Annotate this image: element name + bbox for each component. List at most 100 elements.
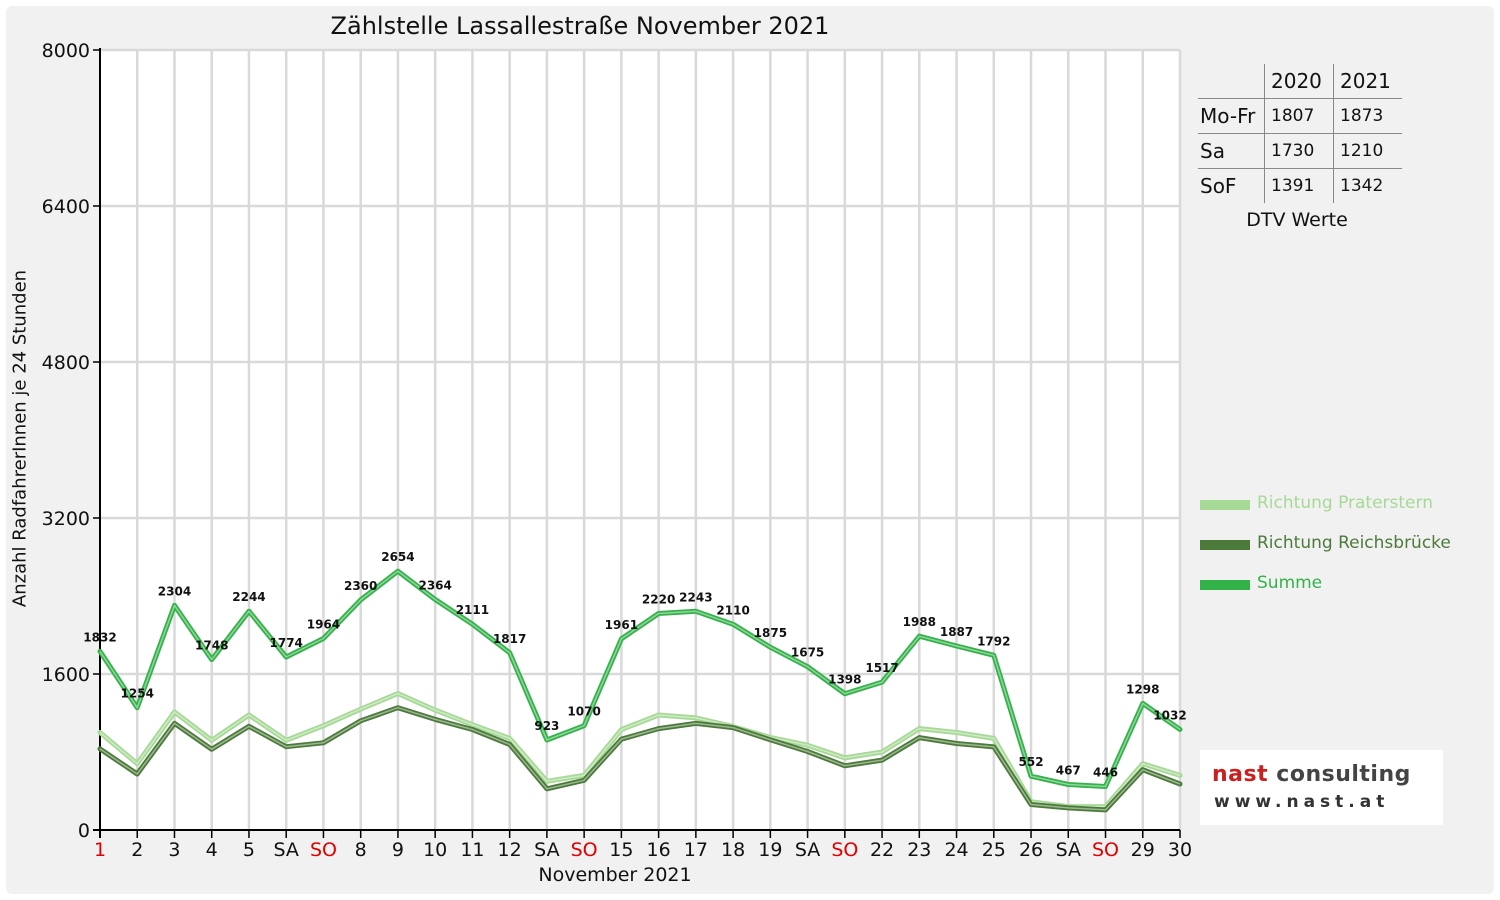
y-tick-label: 6400 — [42, 196, 90, 218]
x-tick-label: 15 — [609, 839, 633, 861]
data-label: 1875 — [754, 626, 787, 640]
data-label: 1298 — [1126, 682, 1159, 696]
data-label: 923 — [534, 719, 559, 733]
data-label: 1988 — [903, 615, 936, 629]
dtv-caption: DTV Werte — [1246, 209, 1348, 231]
x-tick-label: 1 — [94, 839, 106, 861]
legend-swatch-reichsbruecke — [1200, 540, 1250, 550]
data-label: 1832 — [83, 630, 116, 644]
dtv-row-label: Mo-Fr — [1198, 98, 1265, 134]
y-axis-label: Anzahl RadfahrerInnen je 24 Stunden — [9, 269, 31, 608]
data-label: 2243 — [679, 590, 712, 604]
dtv-cell: 1873 — [1333, 98, 1402, 134]
x-tick-label: SA — [1056, 839, 1081, 861]
data-label: 2220 — [642, 593, 675, 607]
y-tick-label: 0 — [78, 820, 90, 842]
x-tick-label: 11 — [460, 839, 484, 861]
x-tick-label: 17 — [684, 839, 708, 861]
dtv-row-sof: SoF 1391 1342 — [1198, 168, 1402, 203]
series-line-highlight — [99, 692, 1181, 808]
dtv-row-mofr: Mo-Fr 1807 1873 — [1198, 98, 1402, 134]
series-line-highlight — [99, 570, 1181, 788]
data-label: 1675 — [791, 646, 824, 660]
dtv-cell: 1342 — [1333, 168, 1402, 203]
x-tick-label: 12 — [498, 839, 522, 861]
y-tick-label: 3200 — [42, 508, 90, 530]
data-label: 1792 — [977, 634, 1010, 648]
dtv-cell: 1210 — [1333, 133, 1402, 169]
legend-label-praterstern: Richtung Praterstern — [1257, 493, 1433, 513]
x-tick-label: 29 — [1131, 839, 1155, 861]
dtv-header-2020: 2020 — [1264, 64, 1334, 99]
x-tick-label: SA — [534, 839, 559, 861]
dtv-table: 2020 2021 Mo-Fr 1807 1873 Sa 1730 1210 S… — [1198, 64, 1402, 203]
x-tick-label: 9 — [392, 839, 404, 861]
data-label: 2304 — [158, 584, 191, 598]
y-tick-label: 8000 — [42, 40, 90, 62]
x-tick-label: SO — [831, 839, 858, 861]
plot-area — [100, 50, 1180, 830]
dtv-row-label: SoF — [1198, 168, 1265, 203]
data-label: 1748 — [195, 639, 228, 653]
x-tick-label: 25 — [982, 839, 1006, 861]
data-label: 2360 — [344, 579, 377, 593]
x-tick-label: SA — [273, 839, 298, 861]
x-tick-label: 16 — [647, 839, 671, 861]
data-label: 1817 — [493, 632, 526, 646]
x-tick-label: 10 — [423, 839, 447, 861]
logo-word-consulting: consulting — [1268, 762, 1411, 787]
y-tick-label: 1600 — [42, 664, 90, 686]
dtv-cell: 1391 — [1264, 168, 1334, 203]
y-tick-label: 4800 — [42, 352, 90, 374]
legend-label-summe: Summe — [1257, 573, 1323, 593]
x-tick-label: 23 — [907, 839, 931, 861]
x-tick-label: 5 — [243, 839, 255, 861]
legend-swatch-praterstern — [1200, 500, 1250, 510]
series-line-highlight — [99, 706, 1181, 811]
nast-consulting-logo: nast consulting www.nast.at — [1200, 750, 1443, 825]
x-tick-label: 19 — [758, 839, 782, 861]
x-tick-label: 22 — [870, 839, 894, 861]
x-tick-label: SO — [1092, 839, 1119, 861]
x-tick-label: 26 — [1019, 839, 1043, 861]
data-label: 467 — [1056, 763, 1081, 777]
data-label: 552 — [1019, 755, 1044, 769]
dtv-cell: 1730 — [1264, 133, 1334, 169]
x-tick-label: 24 — [944, 839, 968, 861]
logo-company-name: nast consulting — [1212, 762, 1411, 787]
x-tick-label: SA — [795, 839, 820, 861]
x-tick-label: 2 — [131, 839, 143, 861]
chart-title: Zählstelle Lassallestraße November 2021 — [330, 12, 830, 40]
data-label: 1964 — [307, 618, 340, 632]
x-tick-label: 8 — [355, 839, 367, 861]
logo-website: www.nast.at — [1214, 792, 1390, 812]
data-label: 2111 — [456, 603, 489, 617]
data-label: 1774 — [270, 636, 303, 650]
series-line-richtung-reichsbr-cke — [97, 705, 1183, 813]
dtv-header-empty — [1198, 64, 1265, 99]
x-tick-label: 4 — [206, 839, 218, 861]
data-label: 446 — [1093, 766, 1118, 780]
dtv-header-row: 2020 2021 — [1198, 64, 1402, 99]
data-label: 1254 — [121, 687, 154, 701]
data-label: 2110 — [716, 603, 749, 617]
x-tick-label: SO — [310, 839, 337, 861]
dtv-row-sa: Sa 1730 1210 — [1198, 133, 1402, 169]
x-tick-label: SO — [571, 839, 598, 861]
series-line-summe — [97, 568, 1183, 789]
dtv-cell: 1807 — [1264, 98, 1334, 134]
data-label: 1032 — [1153, 708, 1186, 722]
data-label: 1961 — [605, 618, 638, 632]
data-label: 1517 — [865, 661, 898, 675]
x-axis-label: November 2021 — [538, 864, 692, 886]
legend-label-reichsbruecke: Richtung Reichsbrücke — [1257, 533, 1451, 553]
data-label: 2244 — [232, 590, 265, 604]
dtv-row-label: Sa — [1198, 133, 1265, 169]
data-label: 1398 — [828, 673, 861, 687]
x-tick-label: 18 — [721, 839, 745, 861]
series-line-richtung-praterstern — [97, 691, 1183, 810]
dtv-header-2021: 2021 — [1333, 64, 1402, 99]
data-label: 2654 — [381, 550, 414, 564]
data-label: 1070 — [567, 705, 600, 719]
